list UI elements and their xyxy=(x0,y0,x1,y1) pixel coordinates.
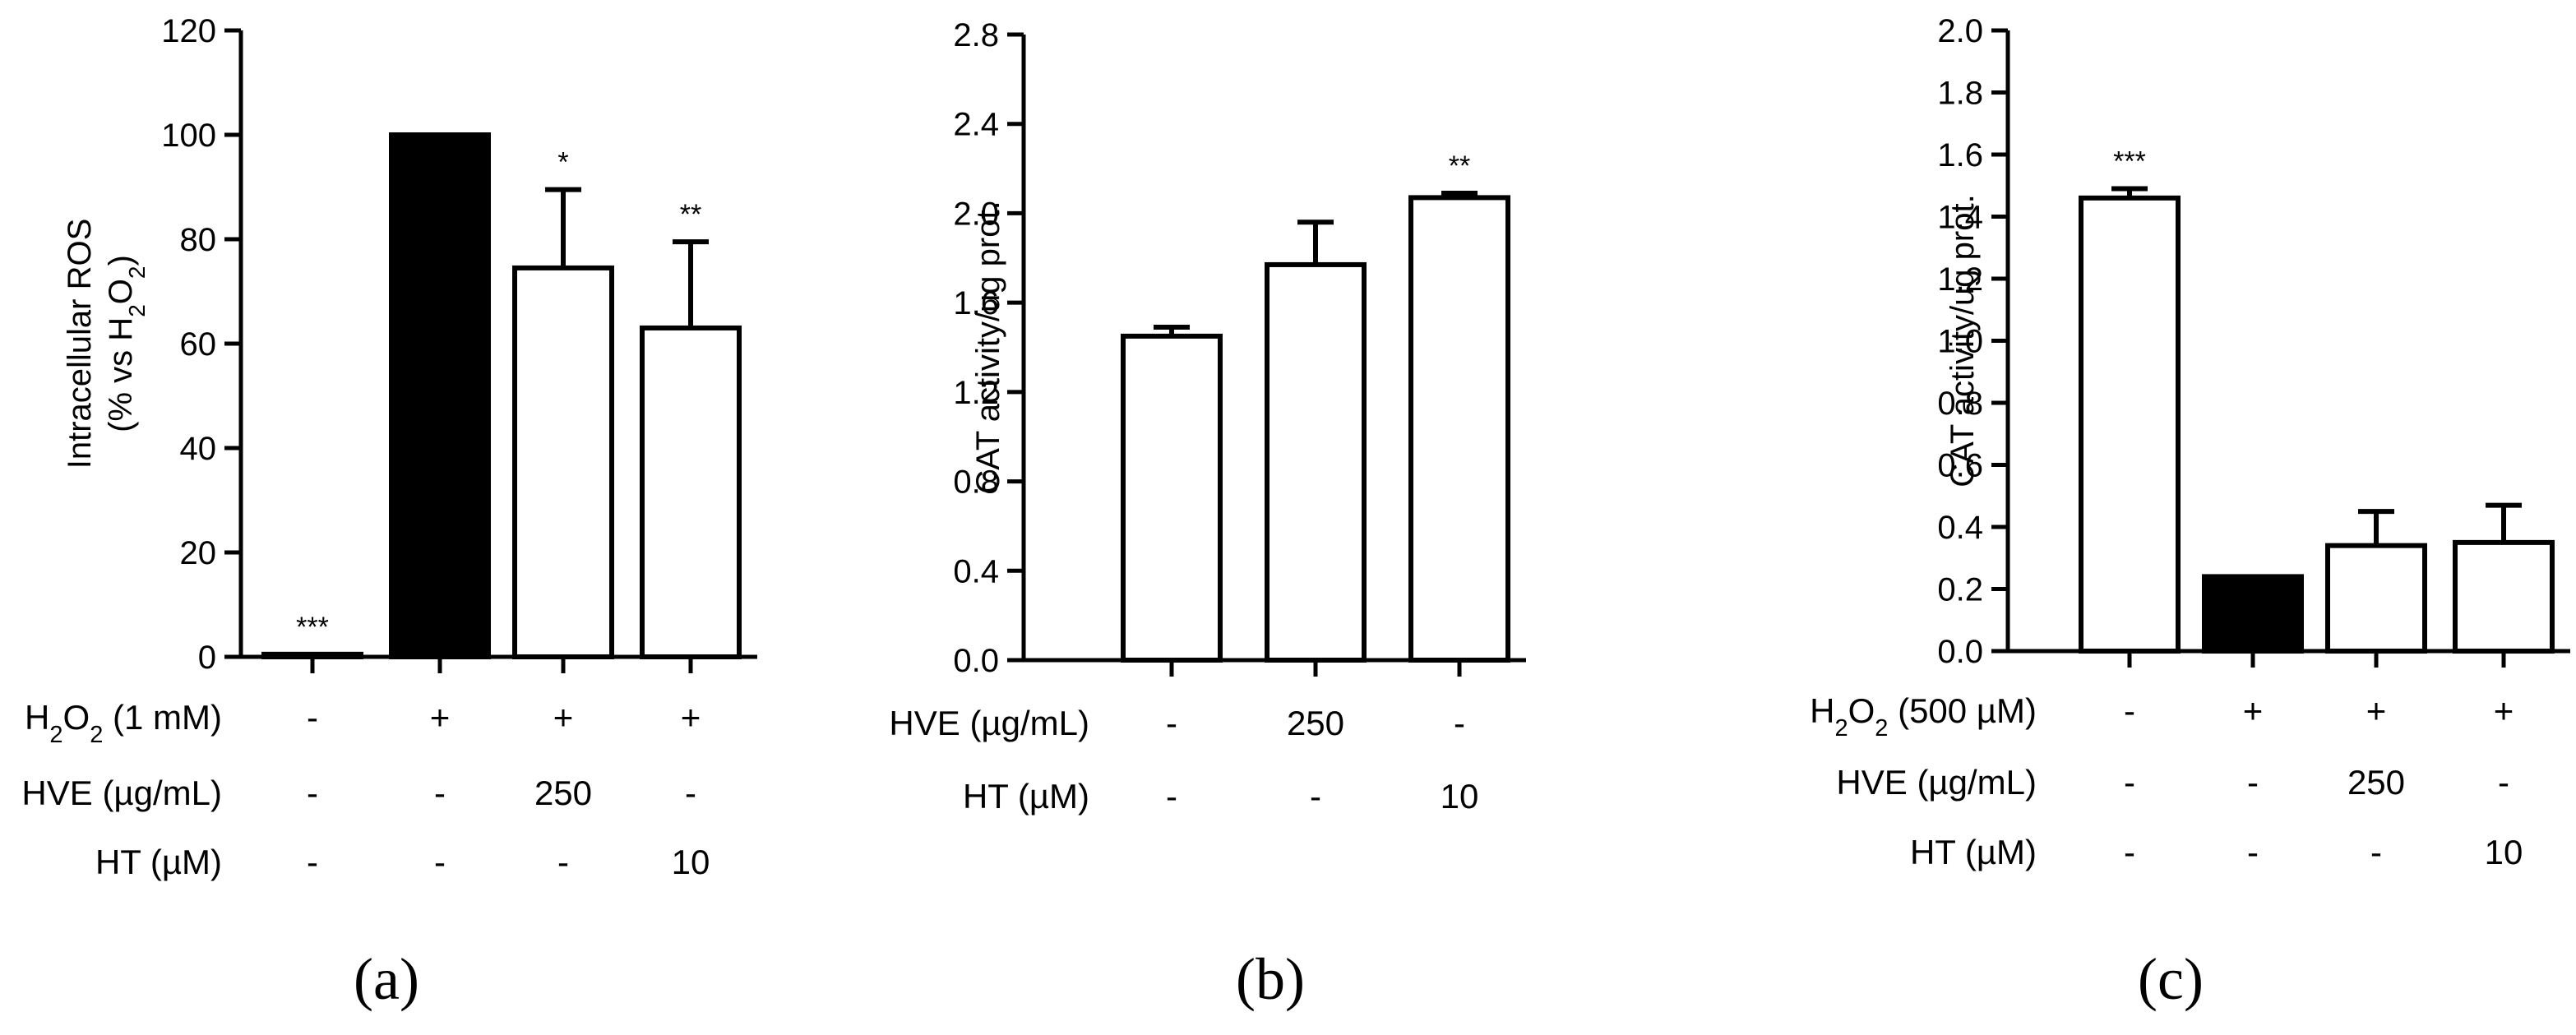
condition-value: - xyxy=(2498,763,2509,802)
y-tick-label: 0.2 xyxy=(1937,572,1983,608)
condition-value: - xyxy=(2124,691,2135,730)
panel-label: (a) xyxy=(354,946,419,1012)
condition-value: - xyxy=(1166,777,1177,816)
condition-row-label: HVE (µg/mL) xyxy=(21,774,222,812)
panel-a: 0 20 40 60 80 100 120 Intracellular ROS (% vs H2… xyxy=(21,13,757,1012)
y-tick-label: 0.4 xyxy=(1937,510,1983,546)
y-tick-label: 0.8 xyxy=(953,464,999,501)
condition-value: - xyxy=(307,774,318,812)
y-tick-label: 2.0 xyxy=(953,196,999,232)
y-tick-label: 40 xyxy=(180,431,217,467)
y-tick-label: 100 xyxy=(161,118,216,154)
y-tick-label: 0.0 xyxy=(953,643,999,679)
condition-row-label: H2O2 (500 µM) xyxy=(1810,691,2037,742)
condition-value: - xyxy=(1454,704,1465,742)
condition-row-label: HT (µM) xyxy=(95,843,222,881)
y-tick-label: 2.0 xyxy=(1937,13,1983,49)
y-axis-label: CAT activity/ug prot. xyxy=(1945,194,1981,487)
y-tick-label: 1.2 xyxy=(953,375,999,411)
condition-row-label: HVE (µg/mL) xyxy=(889,704,1089,742)
condition-value: - xyxy=(2124,833,2135,871)
bar xyxy=(1408,195,1510,663)
condition-value: - xyxy=(557,843,569,881)
significance-marker: * xyxy=(557,147,568,178)
condition-value: + xyxy=(430,698,451,737)
y-tick-label: 0.4 xyxy=(953,553,999,589)
y-tick-label: 1.2 xyxy=(1937,261,1983,298)
condition-value: + xyxy=(2494,691,2514,730)
condition-row-label: HVE (µg/mL) xyxy=(1836,763,2037,802)
y-tick-label: 0 xyxy=(198,640,216,676)
condition-value: - xyxy=(685,774,696,812)
condition-value: 250 xyxy=(2347,763,2405,802)
condition-value: + xyxy=(2366,691,2387,730)
y-tick-label: 1.6 xyxy=(953,285,999,321)
y-tick-label: 0.0 xyxy=(1937,634,1983,670)
condition-row-label: H2O2 (1 mM) xyxy=(25,698,222,748)
condition-value: 250 xyxy=(534,774,592,812)
panel-c: 0.0 0.2 0.4 0.6 0.8 1.0 1.2 1.4 1.6 1.8 2.0 CAT act… xyxy=(1810,13,2570,1012)
condition-value: 10 xyxy=(672,843,710,881)
y-tick-label: 1.8 xyxy=(1937,76,1983,112)
condition-row-label: HT (µM) xyxy=(963,777,1089,816)
condition-value: - xyxy=(1166,704,1177,742)
bar xyxy=(389,132,491,659)
y-tick-label: 0.6 xyxy=(1937,448,1983,484)
condition-value: + xyxy=(2243,691,2264,730)
bar xyxy=(2079,195,2181,654)
condition-row-label: HT (µM) xyxy=(1910,833,2037,871)
condition-value: 10 xyxy=(1441,777,1479,816)
bar xyxy=(261,651,363,660)
y-tick-label: 60 xyxy=(180,326,217,363)
bar xyxy=(512,265,614,659)
y-tick-label: 1.6 xyxy=(1937,137,1983,173)
condition-value: + xyxy=(553,698,574,737)
panel-label: (c) xyxy=(2138,946,2204,1012)
condition-value: 250 xyxy=(1287,704,1344,742)
y-tick-label: 2.8 xyxy=(953,17,999,53)
condition-value: - xyxy=(1310,777,1321,816)
bar xyxy=(1265,261,1367,663)
y-tick-label: 2.4 xyxy=(953,107,999,143)
condition-value: - xyxy=(2124,763,2135,802)
significance-marker: *** xyxy=(2113,146,2146,178)
bar xyxy=(640,325,742,659)
condition-value: - xyxy=(434,843,446,881)
condition-value: + xyxy=(681,698,701,737)
condition-value: - xyxy=(2247,763,2259,802)
significance-marker: *** xyxy=(296,612,329,643)
y-tick-label: 20 xyxy=(180,535,217,571)
condition-value: - xyxy=(307,843,318,881)
condition-value: - xyxy=(307,698,318,737)
bar xyxy=(2202,574,2304,654)
y-tick-label: 120 xyxy=(161,13,216,49)
y-tick-label: 80 xyxy=(180,222,217,258)
significance-marker: ** xyxy=(1449,150,1470,182)
y-axis-label-units: (% vs H2O2) xyxy=(103,255,150,432)
y-axis-label: Intracellular ROS xyxy=(62,219,98,469)
condition-value: - xyxy=(2370,833,2382,871)
panel-label: (b) xyxy=(1236,946,1305,1012)
significance-marker: ** xyxy=(680,199,701,230)
y-tick-label: 0.8 xyxy=(1937,386,1983,422)
bar xyxy=(1121,333,1223,663)
bar xyxy=(2453,539,2555,654)
condition-value: 10 xyxy=(2485,833,2523,871)
condition-value: - xyxy=(434,774,446,812)
condition-value: - xyxy=(2247,833,2259,871)
y-tick-label: 1.4 xyxy=(1937,200,1983,236)
y-axis-label: CAT activity/ug prot. xyxy=(970,201,1006,493)
panel-b: 0.0 0.4 0.8 1.2 1.6 2.0 2.4 2.8 CAT activity/ug … xyxy=(889,17,1526,1012)
bar xyxy=(2325,543,2427,654)
y-tick-label: 1.0 xyxy=(1937,324,1983,360)
